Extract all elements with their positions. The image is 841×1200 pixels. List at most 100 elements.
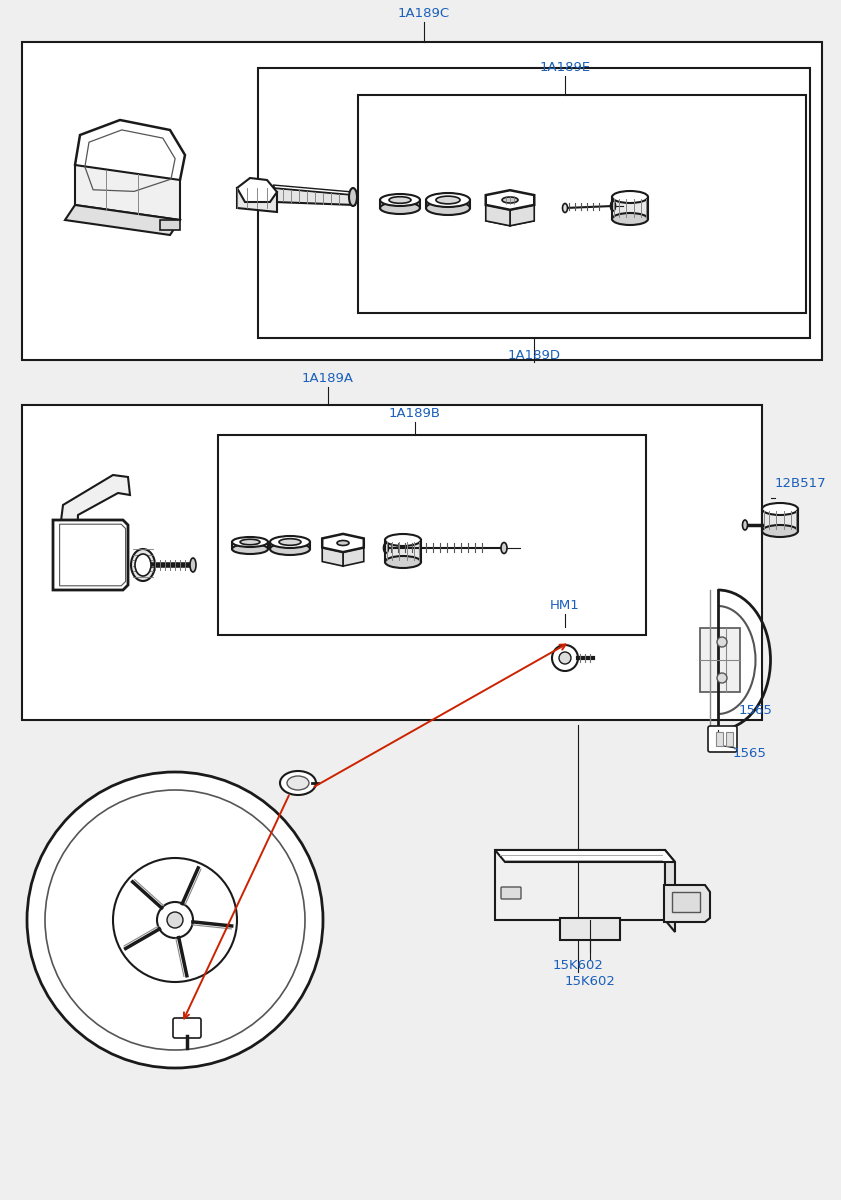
Polygon shape	[273, 185, 355, 194]
Ellipse shape	[762, 526, 798, 538]
Circle shape	[552, 646, 578, 671]
Circle shape	[559, 652, 571, 664]
Ellipse shape	[389, 197, 411, 203]
Bar	[588, 450, 610, 470]
Ellipse shape	[380, 202, 420, 214]
Circle shape	[717, 673, 727, 683]
Ellipse shape	[743, 520, 748, 530]
Bar	[218, 434, 646, 635]
Ellipse shape	[385, 556, 421, 568]
Bar	[500, 492, 522, 514]
Text: 15K602: 15K602	[553, 959, 604, 972]
Bar	[385, 540, 421, 562]
Bar	[632, 534, 654, 554]
Bar	[566, 470, 588, 492]
Polygon shape	[53, 520, 128, 590]
Polygon shape	[343, 547, 364, 566]
Polygon shape	[510, 205, 534, 226]
Polygon shape	[75, 164, 180, 220]
Ellipse shape	[501, 542, 507, 553]
Bar	[500, 534, 522, 554]
Bar	[672, 892, 700, 912]
Bar	[522, 470, 544, 492]
Polygon shape	[237, 178, 277, 202]
Bar	[522, 554, 544, 576]
Text: 1A189A: 1A189A	[302, 372, 354, 385]
Ellipse shape	[563, 204, 568, 212]
Text: 1A189C: 1A189C	[398, 7, 450, 20]
Polygon shape	[486, 190, 534, 210]
Bar	[588, 492, 610, 514]
Polygon shape	[664, 886, 710, 922]
Circle shape	[717, 637, 727, 647]
Ellipse shape	[612, 214, 648, 226]
Ellipse shape	[135, 554, 151, 576]
Ellipse shape	[240, 539, 260, 545]
Ellipse shape	[349, 188, 357, 206]
Bar	[544, 450, 566, 470]
Bar	[500, 450, 522, 470]
Ellipse shape	[383, 542, 389, 553]
Polygon shape	[237, 188, 277, 212]
Polygon shape	[486, 205, 510, 226]
Bar	[566, 514, 588, 534]
Polygon shape	[486, 206, 534, 226]
Bar	[522, 514, 544, 534]
Bar	[632, 450, 654, 470]
Bar	[610, 514, 632, 534]
Ellipse shape	[232, 538, 268, 547]
Bar	[588, 534, 610, 554]
Bar	[22, 404, 762, 720]
Ellipse shape	[762, 503, 798, 515]
Bar	[22, 42, 822, 360]
Polygon shape	[322, 534, 364, 552]
Bar	[726, 732, 733, 746]
Polygon shape	[495, 850, 665, 920]
Ellipse shape	[436, 196, 460, 204]
Bar	[632, 492, 654, 514]
Ellipse shape	[502, 197, 518, 203]
Ellipse shape	[131, 550, 155, 581]
Text: 1565: 1565	[733, 746, 767, 760]
Circle shape	[167, 912, 183, 928]
Bar	[610, 470, 632, 492]
Polygon shape	[495, 850, 675, 862]
Polygon shape	[65, 205, 180, 235]
Ellipse shape	[426, 193, 470, 206]
Bar	[500, 576, 522, 596]
Polygon shape	[560, 918, 620, 940]
Text: scuderia: scuderia	[200, 558, 346, 587]
Bar	[610, 554, 632, 576]
Ellipse shape	[426, 200, 470, 215]
Text: 12B517: 12B517	[775, 476, 827, 490]
Ellipse shape	[280, 770, 316, 794]
FancyBboxPatch shape	[501, 887, 521, 899]
Ellipse shape	[190, 558, 196, 572]
Circle shape	[27, 772, 323, 1068]
Bar	[544, 492, 566, 514]
Ellipse shape	[611, 200, 616, 211]
Ellipse shape	[232, 544, 268, 554]
FancyBboxPatch shape	[173, 1018, 201, 1038]
Text: 1A189B: 1A189B	[389, 407, 441, 420]
Circle shape	[157, 902, 193, 938]
Polygon shape	[275, 188, 355, 205]
Polygon shape	[160, 220, 180, 230]
Ellipse shape	[270, 542, 310, 554]
Ellipse shape	[612, 191, 648, 203]
Bar	[700, 628, 740, 692]
FancyBboxPatch shape	[708, 726, 737, 752]
Text: car  parts: car parts	[145, 598, 251, 618]
Bar	[358, 95, 806, 313]
Bar	[762, 509, 798, 530]
Ellipse shape	[385, 534, 421, 546]
Text: 15K602: 15K602	[564, 974, 616, 988]
Polygon shape	[322, 547, 343, 566]
Bar	[588, 576, 610, 596]
Ellipse shape	[287, 776, 309, 790]
Bar	[566, 554, 588, 576]
Polygon shape	[75, 120, 185, 194]
Polygon shape	[58, 475, 130, 584]
Text: 1565: 1565	[739, 704, 773, 716]
Ellipse shape	[380, 194, 420, 206]
